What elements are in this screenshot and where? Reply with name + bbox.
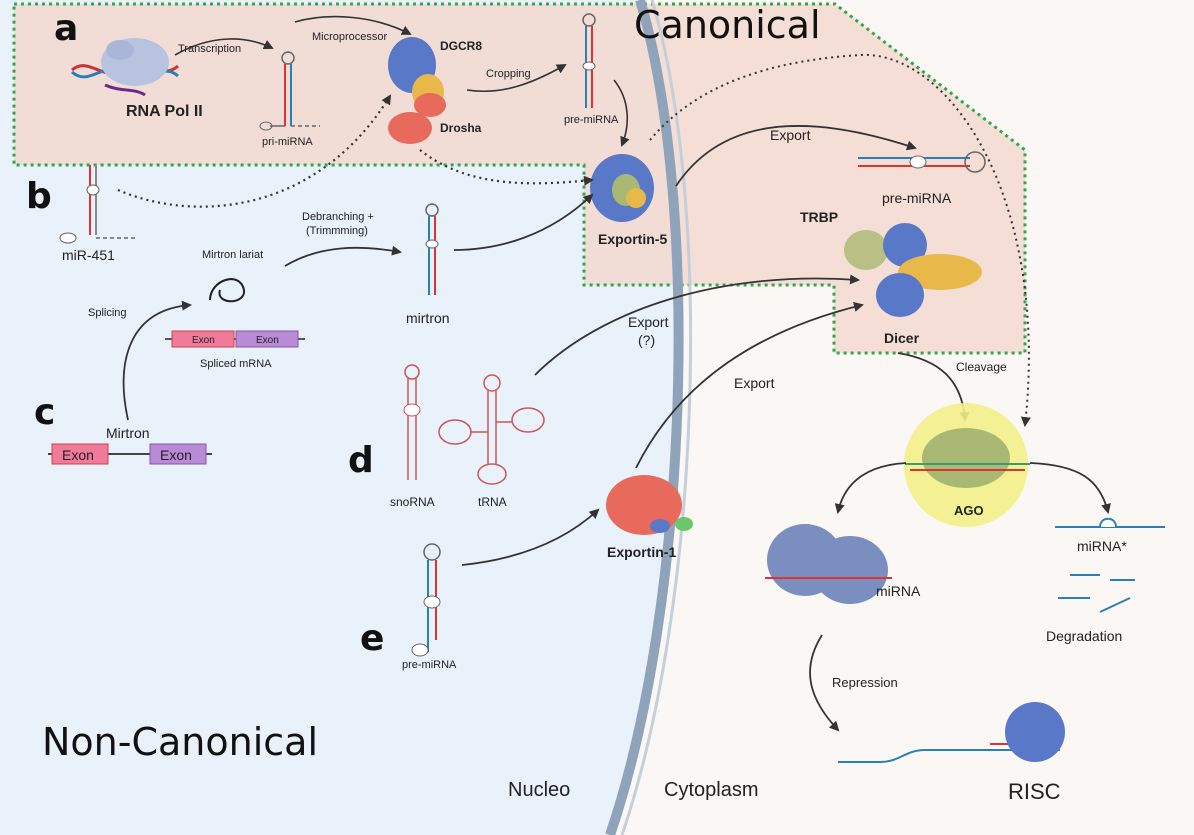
export-q-label: Export — [628, 314, 669, 330]
panel-d: d — [348, 440, 374, 481]
pre-mirna-top-label: pre-miRNA — [564, 114, 619, 126]
exportin-5 — [590, 154, 654, 222]
mirna-star-strand — [1055, 517, 1165, 528]
non-canonical-title: Non-Canonical — [42, 720, 318, 764]
pre-mirna-e — [411, 543, 441, 657]
mirna-star-label: miRNA* — [1077, 538, 1127, 554]
rna-pol-ii — [71, 38, 179, 97]
mirtron-hairpin — [425, 203, 439, 295]
mirtron-lariat — [209, 278, 245, 303]
nuclear-membrane — [605, 0, 684, 835]
export-top-label: Export — [770, 127, 811, 143]
mirtron-exon1-label: Exon — [62, 447, 94, 463]
panel-a: a — [54, 8, 78, 49]
exportin-1 — [606, 475, 693, 535]
cytoplasm-label: Cytoplasm — [664, 779, 758, 801]
mirtron-gene — [48, 443, 212, 465]
q-mark-label: (?) — [638, 332, 655, 348]
mirna-label: miRNA — [876, 583, 921, 599]
splicing-label: Splicing — [88, 307, 127, 319]
pre-mirna-cyto — [858, 151, 986, 173]
trimming-label: (Trimmming) — [306, 225, 368, 237]
spliced-mrna — [165, 330, 305, 348]
canonical-title: Canonical — [634, 3, 821, 47]
dgcr8-label: DGCR8 — [440, 39, 482, 53]
mir-451-hairpin — [59, 165, 138, 244]
exportin1-label: Exportin-1 — [607, 544, 676, 560]
nucleus-region — [0, 0, 679, 835]
dicer-complex — [844, 223, 982, 317]
panel-b: b — [26, 176, 52, 217]
repression-label: Repression — [832, 675, 898, 690]
mirtron-label: mirtron — [406, 310, 450, 326]
pre-mirna-e-label: pre-miRNA — [402, 659, 457, 671]
export-e-label: Export — [734, 375, 775, 391]
pri-mirna-label: pri-miRNA — [262, 136, 313, 148]
spliced-exon1-label: Exon — [192, 335, 215, 346]
pre-mirna-top — [582, 13, 596, 108]
mirtron-gene-label: Mirtron — [106, 425, 150, 441]
spliced-mrna-label: Spliced mRNA — [200, 358, 272, 370]
trbp-label: TRBP — [800, 209, 838, 225]
cleavage-label: Cleavage — [956, 360, 1007, 374]
trna-label: tRNA — [478, 495, 507, 509]
pre-mirna-cyto-label: pre-miRNA — [882, 190, 952, 206]
mir451-label: miR-451 — [62, 247, 115, 263]
drosha-label: Drosha — [440, 121, 482, 135]
canonical-box — [14, 4, 1025, 353]
panel-c: c — [34, 392, 55, 433]
ago-label: AGO — [954, 503, 984, 518]
exportin5-label: Exportin-5 — [598, 231, 667, 247]
trna-structure — [438, 374, 545, 485]
degradation-label: Degradation — [1046, 628, 1122, 644]
panel-e: e — [360, 618, 384, 659]
debranching-label: Debranching + — [302, 211, 374, 223]
snorna-label: snoRNA — [390, 495, 435, 509]
pri-mirna-hairpin — [259, 51, 320, 131]
ago-complex — [904, 403, 1030, 527]
mirtron-lariat-label: Mirtron lariat — [202, 249, 263, 261]
degraded-fragments — [1058, 574, 1135, 613]
snorna-structure — [403, 364, 421, 480]
transcription-label: Transcription — [178, 43, 241, 55]
risc-label: RISC — [1008, 779, 1061, 804]
spliced-exon2-label: Exon — [256, 335, 279, 346]
risc-complex — [838, 702, 1065, 763]
cropping-label: Cropping — [486, 68, 531, 80]
canonical-box-border — [12, 2, 1027, 355]
mirna-protein-complex — [765, 524, 892, 604]
microprocessor-complex — [388, 37, 446, 144]
microprocessor-label: Microprocessor — [312, 31, 388, 43]
dicer-label: Dicer — [884, 330, 920, 346]
mirtron-exon2-label: Exon — [160, 447, 192, 463]
rna-pol-label: RNA Pol II — [126, 103, 203, 120]
nucleus-label: Nucleo — [508, 779, 570, 801]
